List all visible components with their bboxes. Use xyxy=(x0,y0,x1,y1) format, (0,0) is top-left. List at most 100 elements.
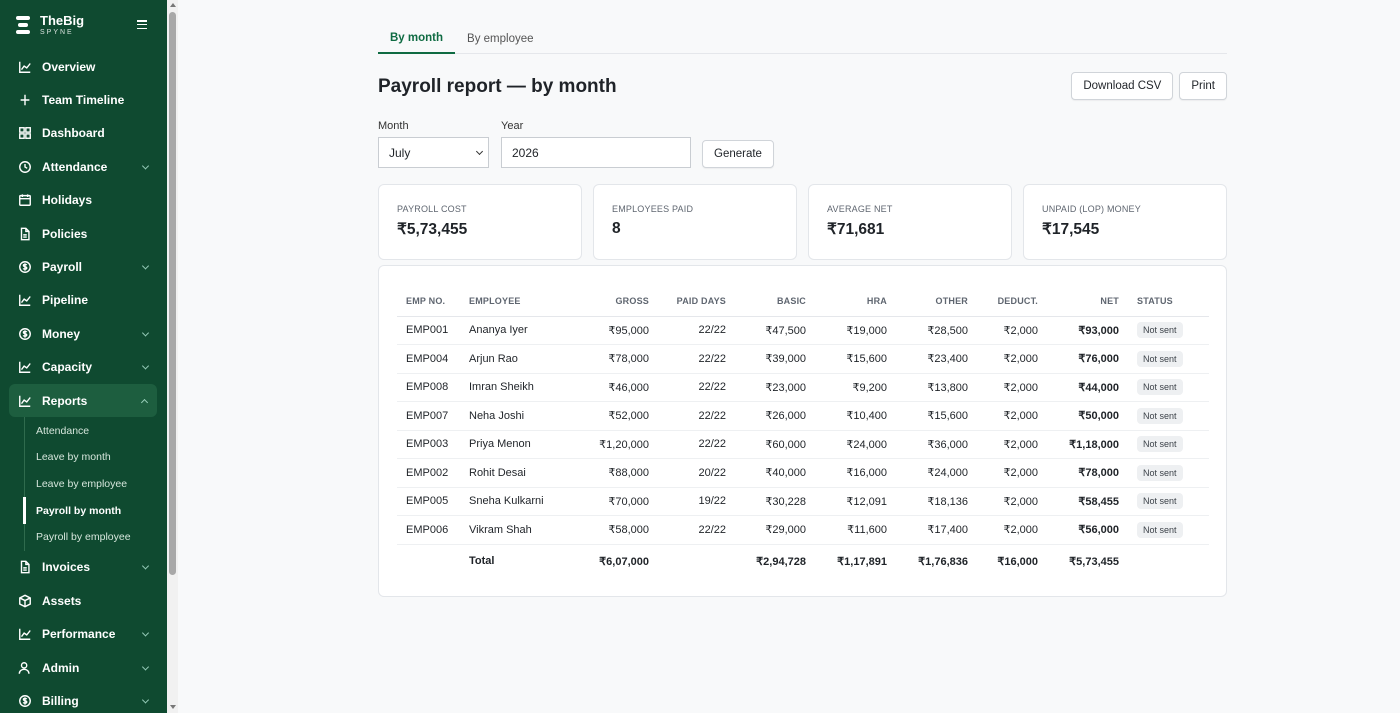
cell-emp-no: EMP003 xyxy=(397,430,469,459)
download-csv-button[interactable]: Download CSV xyxy=(1071,72,1174,100)
table-row[interactable]: EMP006 Vikram Shah ₹58,000 22/22 ₹29,000 ₹11,… xyxy=(397,515,1209,545)
table-row[interactable]: EMP003 Priya Menon ₹1,20,000 22/22 ₹60,000 ₹2… xyxy=(397,430,1209,459)
cell-deduct: ₹2,000 xyxy=(968,401,1038,431)
scroll-thumb[interactable] xyxy=(169,12,176,575)
total-emp-no xyxy=(397,543,469,578)
sidebar-item-invoices[interactable]: Invoices xyxy=(0,551,158,584)
sidebar-item-performance[interactable]: Performance xyxy=(0,618,158,651)
menu-toggle-icon[interactable] xyxy=(137,20,147,29)
cell-status: Not sent xyxy=(1119,487,1209,516)
subnav-item-leave-by-employee[interactable]: Leave by employee xyxy=(36,478,128,491)
col-other[interactable]: OTHER xyxy=(887,286,968,317)
col-status[interactable]: STATUS xyxy=(1119,286,1209,317)
chevron-down-icon xyxy=(141,262,150,270)
cell-hra: ₹16,000 xyxy=(806,458,887,488)
table-row[interactable]: EMP005 Sneha Kulkarni ₹70,000 19/22 ₹30,228 ₹… xyxy=(397,487,1209,516)
sidebar-item-holidays[interactable]: Holidays xyxy=(0,184,158,217)
sidebar-item-team-timeline[interactable]: Team Timeline xyxy=(0,83,158,116)
subnav-item-attendance[interactable]: Attendance xyxy=(36,424,90,437)
sidebar-item-label: Payroll xyxy=(42,260,83,275)
cell-other: ₹18,136 xyxy=(887,487,968,516)
scroll-down-arrow-icon[interactable] xyxy=(170,705,176,709)
col-hra[interactable]: HRA xyxy=(806,286,887,317)
chevron-down-icon xyxy=(141,696,150,704)
cell-basic: ₹47,500 xyxy=(726,316,806,345)
total-paid-days xyxy=(649,543,726,578)
table-row[interactable]: EMP007 Neha Joshi ₹52,000 22/22 ₹26,000 ₹10,4… xyxy=(397,401,1209,431)
col-gross[interactable]: GROSS xyxy=(579,286,649,317)
total-basic: ₹2,94,728 xyxy=(726,543,806,578)
main-content: By month By employee Payroll report — by… xyxy=(378,0,1227,597)
total-other: ₹1,76,836 xyxy=(887,543,968,578)
cell-other: ₹17,400 xyxy=(887,515,968,545)
cell-gross: ₹78,000 xyxy=(579,344,649,374)
table-row[interactable]: EMP004 Arjun Rao ₹78,000 22/22 ₹39,000 ₹15,60… xyxy=(397,344,1209,374)
tab-by-month[interactable]: By month xyxy=(378,32,456,54)
cell-hra: ₹15,600 xyxy=(806,344,887,374)
cell-emp-no: EMP005 xyxy=(397,487,469,516)
grid-icon xyxy=(18,126,32,140)
col-deduct[interactable]: DEDUCT. xyxy=(968,286,1038,317)
sidebar-item-billing[interactable]: Billing xyxy=(0,684,158,713)
month-select[interactable]: July xyxy=(378,137,489,168)
col-employee[interactable]: EMPLOYEE xyxy=(469,286,579,317)
sidebar-scrollbar[interactable] xyxy=(167,0,178,713)
sidebar-item-capacity[interactable]: Capacity xyxy=(0,351,158,384)
year-input[interactable]: 2026 xyxy=(501,137,691,168)
sidebar-item-label: Money xyxy=(42,326,81,341)
cell-other: ₹36,000 xyxy=(887,430,968,459)
chart-line-icon xyxy=(18,60,32,74)
nav-list: Overview Team Timeline Dashboard Attendance… xyxy=(0,50,167,418)
cell-deduct: ₹2,000 xyxy=(968,373,1038,402)
cell-status: Not sent xyxy=(1119,344,1209,374)
sidebar-item-label: Attendance xyxy=(42,159,108,174)
sidebar-item-pipeline[interactable]: Pipeline xyxy=(0,284,158,317)
brand[interactable]: TheBig SPYNE xyxy=(0,0,167,50)
sidebar-item-reports[interactable]: Reports xyxy=(9,383,157,418)
subnav-item-leave-by-month[interactable]: Leave by month xyxy=(36,451,111,464)
sidebar-item-money[interactable]: Money xyxy=(0,317,158,350)
stat-card: UNPAID (LOP) MONEY ₹17,545 xyxy=(1023,184,1227,260)
sidebar-item-dashboard[interactable]: Dashboard xyxy=(0,117,158,150)
cell-deduct: ₹2,000 xyxy=(968,487,1038,516)
sidebar-item-assets[interactable]: Assets xyxy=(0,584,158,617)
cell-emp-no: EMP001 xyxy=(397,316,469,345)
subnav-item-payroll-by-month[interactable]: Payroll by month xyxy=(23,497,167,525)
sidebar-item-payroll[interactable]: Payroll xyxy=(0,250,158,283)
subnav-item-payroll-by-employee[interactable]: Payroll by employee xyxy=(36,531,131,544)
col-emp-no[interactable]: EMP NO. xyxy=(397,286,469,317)
table-row[interactable]: EMP008 Imran Sheikh ₹46,000 22/22 ₹23,000 ₹9,… xyxy=(397,373,1209,402)
cell-paid-days: 19/22 xyxy=(649,487,726,516)
cell-deduct: ₹2,000 xyxy=(968,344,1038,374)
sidebar-item-label: Capacity xyxy=(42,360,93,375)
tab-by-employee[interactable]: By employee xyxy=(467,33,534,45)
sidebar-item-label: Performance xyxy=(42,627,116,642)
generate-button[interactable]: Generate xyxy=(702,140,774,168)
month-value: July xyxy=(389,145,411,160)
cell-deduct: ₹2,000 xyxy=(968,430,1038,459)
cell-deduct: ₹2,000 xyxy=(968,316,1038,345)
clock-icon xyxy=(18,160,32,174)
logo-icon xyxy=(16,16,30,34)
sidebar-item-attendance[interactable]: Attendance xyxy=(0,150,158,183)
col-basic[interactable]: BASIC xyxy=(726,286,806,317)
print-button[interactable]: Print xyxy=(1179,72,1227,100)
sidebar-item-policies[interactable]: Policies xyxy=(0,217,158,250)
stat-card: AVERAGE NET ₹71,681 xyxy=(808,184,1012,260)
table-row[interactable]: EMP002 Rohit Desai ₹88,000 20/22 ₹40,000 ₹16,… xyxy=(397,458,1209,488)
table-row[interactable]: EMP001 Ananya Iyer ₹95,000 22/22 ₹47,500 ₹19,… xyxy=(397,316,1209,345)
status-badge: Not sent xyxy=(1137,464,1183,481)
cell-net: ₹1,18,000 xyxy=(1038,430,1119,459)
cell-gross: ₹52,000 xyxy=(579,401,649,431)
col-net[interactable]: NET xyxy=(1038,286,1119,317)
sidebar-item-overview[interactable]: Overview xyxy=(0,50,158,83)
stat-value: ₹17,545 xyxy=(1042,221,1100,238)
sidebar-item-admin[interactable]: Admin xyxy=(0,651,158,684)
col-paid-days[interactable]: PAID DAYS xyxy=(649,286,726,317)
scroll-up-arrow-icon[interactable] xyxy=(170,3,176,7)
cell-deduct: ₹2,000 xyxy=(968,458,1038,488)
cell-gross: ₹1,20,000 xyxy=(579,430,649,459)
cell-emp-no: EMP004 xyxy=(397,344,469,374)
cell-gross: ₹46,000 xyxy=(579,373,649,402)
chevron-down-icon xyxy=(141,562,150,570)
